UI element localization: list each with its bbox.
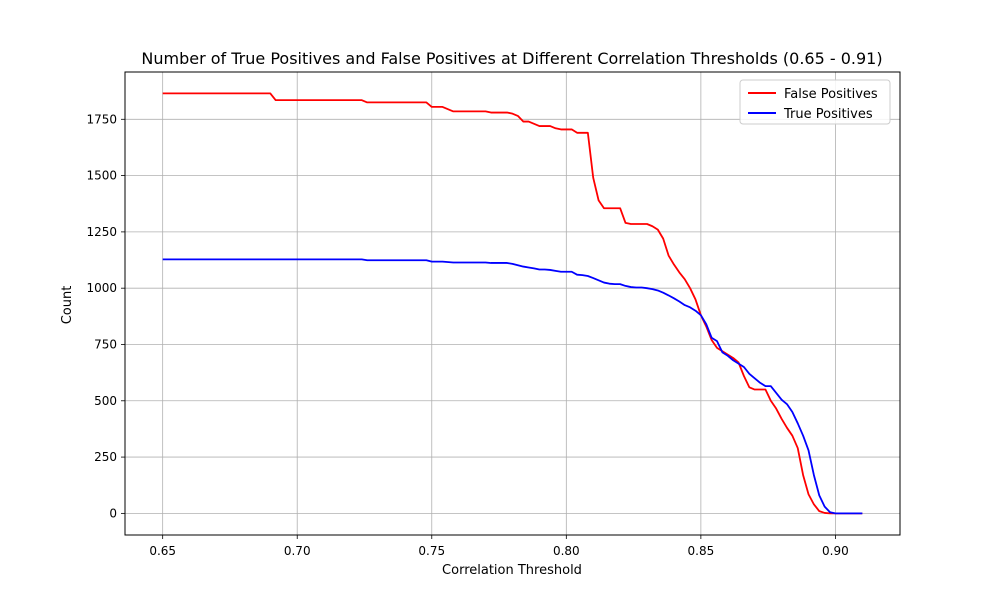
legend: False Positives True Positives bbox=[739, 79, 891, 125]
y-tick-label: 250 bbox=[94, 450, 117, 464]
legend-label: False Positives bbox=[784, 87, 878, 102]
grid-lines bbox=[125, 72, 900, 535]
x-tick-label: 0.85 bbox=[688, 544, 715, 558]
y-tick-label: 1000 bbox=[86, 281, 117, 295]
legend-label: True Positives bbox=[783, 107, 873, 122]
y-axis: 0 250 500 750 1000 1250 1500 1750 bbox=[86, 112, 125, 520]
x-tick-label: 0.70 bbox=[284, 544, 311, 558]
x-tick-label: 0.80 bbox=[553, 544, 580, 558]
x-tick-label: 0.65 bbox=[149, 544, 176, 558]
series-line-false-positives bbox=[162, 92, 863, 515]
chart-title: Number of True Positives and False Posit… bbox=[141, 49, 882, 68]
y-tick-label: 750 bbox=[94, 337, 117, 351]
y-tick-label: 500 bbox=[94, 394, 117, 408]
y-axis-label: Count bbox=[60, 286, 75, 325]
x-tick-label: 0.75 bbox=[418, 544, 445, 558]
y-tick-label: 1750 bbox=[86, 112, 117, 126]
legend-box bbox=[739, 79, 891, 125]
plot-frame bbox=[124, 71, 901, 536]
series-line-true-positives bbox=[162, 258, 863, 515]
x-axis-label: Correlation Threshold bbox=[442, 563, 582, 578]
y-tick-label: 1250 bbox=[86, 225, 117, 239]
x-axis: 0.65 0.70 0.75 0.80 0.85 0.90 bbox=[149, 535, 849, 558]
y-tick-label: 1500 bbox=[86, 169, 117, 183]
x-tick-label: 0.90 bbox=[822, 544, 849, 558]
series-group bbox=[162, 92, 863, 515]
y-tick-label: 0 bbox=[109, 506, 117, 520]
